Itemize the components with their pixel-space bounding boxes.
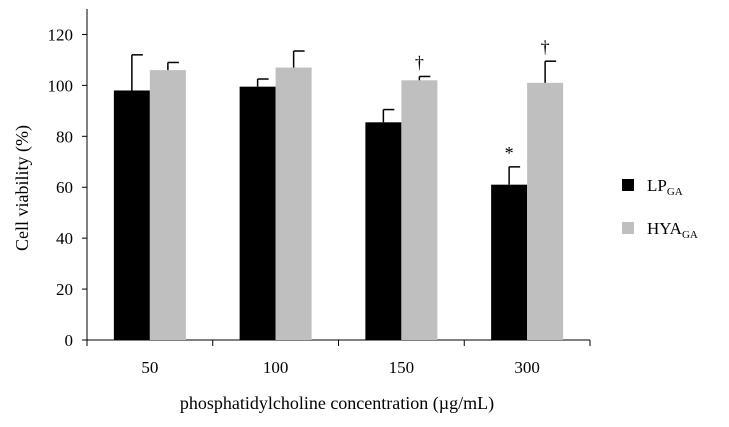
bar-hya-300 [527, 82, 564, 340]
y-tick-label: 40 [56, 229, 73, 248]
bar-lp-100 [239, 86, 276, 341]
bars [113, 67, 564, 341]
x-tick-label: 50 [141, 358, 158, 377]
bar-lp-300 [491, 184, 528, 340]
bar-lp-50 [113, 90, 150, 340]
y-tick-label: 120 [48, 25, 74, 44]
significance-annotations: * † † [415, 37, 550, 163]
legend-label-lp: LPGA [647, 176, 683, 198]
significance-mark: † [415, 52, 424, 72]
significance-mark: * [505, 143, 514, 163]
legend-series-name: HYA [647, 219, 683, 238]
legend-series-subscript: GA [682, 229, 698, 241]
x-axis-label: phosphatidylcholine concentration (µg/mL… [180, 393, 494, 414]
x-tick-label: 150 [389, 358, 415, 377]
legend-label-hya: HYAGA [647, 219, 698, 241]
bar-hya-150 [401, 80, 438, 341]
y-tick-label: 0 [65, 331, 74, 350]
bar-hya-100 [275, 67, 312, 341]
legend-swatch-hya [622, 222, 634, 234]
legend-series-subscript: GA [667, 186, 683, 198]
y-tick-label: 100 [48, 76, 74, 95]
y-axis: 0 20 40 60 80 100 120 [48, 9, 88, 350]
significance-mark: † [541, 37, 550, 57]
x-tick-label: 300 [514, 358, 540, 377]
y-tick-label: 80 [56, 127, 73, 146]
y-tick-label: 60 [56, 178, 73, 197]
legend-swatch-lp [622, 179, 634, 191]
x-tick-label: 100 [263, 358, 289, 377]
error-bars [131, 50, 557, 185]
bar-hya-50 [149, 70, 186, 340]
x-axis: 50 100 150 300 [86, 339, 591, 377]
y-axis-label: Cell viability (%) [12, 125, 33, 251]
y-tick-label: 20 [56, 280, 73, 299]
legend-series-name: LP [647, 176, 667, 195]
bar-lp-150 [365, 122, 402, 340]
